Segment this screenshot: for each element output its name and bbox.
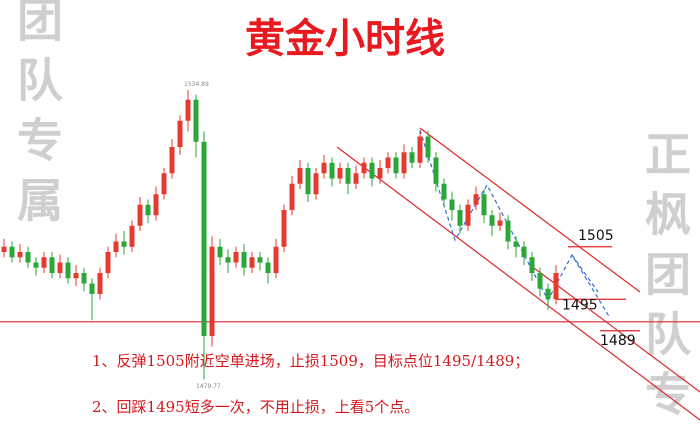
channel: [336, 127, 700, 421]
candle-body: [289, 183, 295, 210]
candle-body: [313, 173, 319, 195]
candle-body: [401, 152, 407, 174]
candle-body: [97, 273, 103, 294]
candle-body: [465, 204, 471, 226]
candle-body: [273, 246, 279, 273]
candle-body: [241, 252, 247, 268]
candle-body: [73, 273, 79, 279]
candle-body: [473, 194, 479, 205]
candle-body: [409, 152, 415, 163]
low-label: 1479.77: [196, 383, 221, 390]
candle-body: [153, 194, 159, 216]
level-label: 1505: [578, 228, 614, 244]
candle-body: [297, 168, 303, 184]
candle-body: [257, 257, 263, 263]
candle-body: [441, 183, 447, 200]
candle-body: [81, 273, 87, 284]
candle-body: [169, 147, 175, 174]
candle-body: [105, 252, 111, 273]
candle-body: [193, 99, 199, 142]
candle-body: [305, 168, 311, 195]
candle-body: [417, 136, 423, 163]
candle-body: [505, 220, 511, 242]
candle-body: [433, 157, 439, 184]
candle-body: [337, 168, 343, 179]
candle-body: [545, 288, 551, 300]
forecast-path: [571, 254, 599, 293]
candle-body: [225, 257, 231, 263]
note: 1、反弹1505附近空单进场，止损1509，目标点位1495/1489；: [92, 352, 529, 370]
candle-body: [353, 173, 359, 184]
candle-body: [489, 215, 495, 226]
candle-body: [513, 241, 519, 247]
candle-body: [185, 99, 191, 121]
candle-body: [113, 241, 119, 252]
candle-body: [529, 257, 535, 273]
candle-body: [369, 162, 375, 179]
watermark: 团队专属: [10, 0, 64, 236]
candle-body: [497, 220, 503, 226]
candle-body: [265, 262, 271, 273]
candle-body: [145, 204, 151, 216]
candle-body: [121, 241, 127, 247]
candle-body: [65, 262, 71, 279]
candle-body: [385, 157, 391, 168]
candle-body: [177, 120, 183, 147]
candle-body: [449, 199, 455, 210]
candle-body: [137, 204, 143, 226]
candle-body: [329, 162, 335, 179]
candle-body: [161, 173, 167, 195]
candle-body: [17, 252, 23, 258]
candle-body: [9, 246, 15, 258]
candle-body: [201, 141, 207, 336]
candle-body: [49, 257, 55, 273]
candle-body: [89, 283, 95, 294]
high-label: 1534.89: [184, 81, 209, 88]
channel-line: [336, 146, 700, 421]
forecast-path: [419, 129, 611, 319]
candle-body: [457, 210, 463, 226]
candle-body: [553, 273, 559, 300]
candle-body: [393, 157, 399, 174]
candle-body: [521, 246, 527, 258]
candle-body: [41, 257, 47, 268]
chart-title: 黄金小时线: [245, 15, 445, 62]
candle-body: [1, 246, 7, 252]
candle-body: [33, 262, 39, 268]
level-label: 1495: [562, 297, 598, 313]
candle-body: [129, 225, 135, 247]
note: 2、回踩1495短多一次，不用止损，上看5个点。: [92, 398, 419, 416]
candle-body: [281, 210, 287, 247]
candle-body: [249, 257, 255, 268]
candle-body: [361, 162, 367, 174]
candle-body: [209, 246, 215, 336]
candle-body: [233, 252, 239, 263]
candle-body: [321, 162, 327, 174]
channel-line: [419, 127, 641, 293]
candle-body: [377, 168, 383, 179]
candle-body: [537, 273, 543, 289]
candle-body: [345, 168, 351, 184]
candle-body: [57, 262, 63, 273]
level-label: 1489: [600, 333, 636, 349]
candle-body: [425, 136, 431, 158]
candle-body: [217, 246, 223, 258]
candle-body: [25, 252, 31, 263]
candle-body: [481, 194, 487, 216]
